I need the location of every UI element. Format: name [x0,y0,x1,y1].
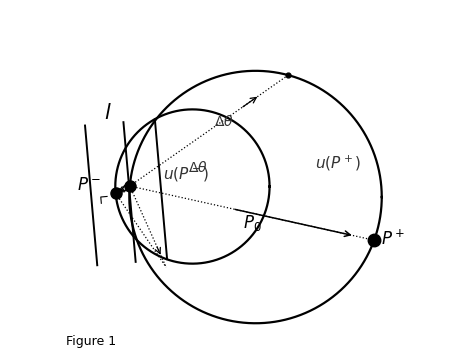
Text: $u(P^+)$: $u(P^+)$ [315,154,361,174]
Text: $P_0$: $P_0$ [243,213,262,233]
Text: $l$: $l$ [104,103,112,123]
Text: Figure 1: Figure 1 [66,335,116,348]
Text: $P^+$: $P^+$ [381,230,405,249]
Text: $\Delta\theta$: $\Delta\theta$ [214,114,234,129]
Text: $u(P^-)$: $u(P^-)$ [163,165,208,183]
Text: $P^-$: $P^-$ [77,176,101,194]
Text: $\Delta\theta$: $\Delta\theta$ [188,160,208,175]
